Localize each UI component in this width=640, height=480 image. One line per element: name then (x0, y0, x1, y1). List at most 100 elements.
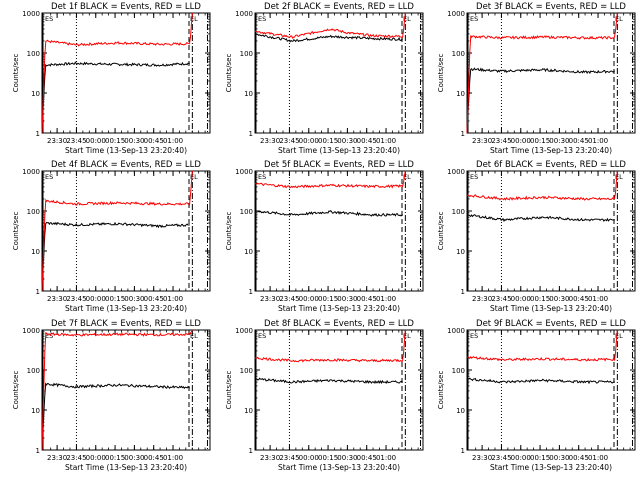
x-tick-label: 00:00 (299, 137, 319, 145)
y-axis-label: Counts/sec (437, 212, 445, 251)
x-tick-label: 00:45 (357, 295, 377, 303)
y-tick-label: 100 (452, 367, 465, 375)
events-series-line (254, 33, 403, 43)
marker-es: ES (258, 173, 266, 181)
y-tick-label: 1000 (235, 168, 253, 176)
marker-el: EL (403, 332, 411, 340)
x-tick-label: 00:45 (144, 454, 164, 462)
x-tick-label: 01:00 (376, 295, 396, 303)
x-tick-label: 00:00 (86, 295, 106, 303)
x-tick-label: 23:45 (66, 295, 86, 303)
x-tick-label: 00:30 (124, 454, 144, 462)
y-tick-label: 1 (461, 130, 465, 138)
y-tick-label: 10 (456, 407, 465, 415)
x-tick-label: 23:45 (491, 295, 511, 303)
lld-series-line (466, 12, 618, 134)
y-tick-label: 1000 (447, 327, 465, 335)
y-tick-label: 100 (240, 367, 253, 375)
x-tick-label: 23:30 (47, 137, 67, 145)
x-tick-label: 00:45 (144, 137, 164, 145)
y-tick-label: 10 (31, 248, 40, 256)
x-axis-label: Start Time (13-Sep-13 23:20:40) (65, 146, 187, 155)
x-tick-label: 00:30 (337, 454, 357, 462)
x-tick-label: 01:00 (376, 137, 396, 145)
y-tick-label: 10 (244, 407, 253, 415)
y-tick-label: 100 (27, 367, 40, 375)
x-tick-label: 00:45 (357, 454, 377, 462)
x-tick-label: 00:30 (124, 295, 144, 303)
marker-el: EL (615, 15, 623, 23)
y-axis-label: Counts/sec (225, 212, 233, 251)
x-tick-label: 00:00 (299, 454, 319, 462)
x-tick-label: 00:00 (86, 137, 106, 145)
marker-es: ES (258, 332, 266, 340)
lld-series-line (41, 170, 193, 292)
plot-frame (466, 170, 636, 292)
chart-title: Det 7f BLACK = Events, RED = LLD (51, 319, 201, 329)
x-tick-label: 00:00 (511, 454, 531, 462)
x-tick-label: 23:45 (66, 454, 86, 462)
x-tick-label: 01:00 (588, 295, 608, 303)
marker-el: EL (190, 173, 198, 181)
x-tick-label: 00:45 (569, 137, 589, 145)
x-tick-label: 23:45 (491, 454, 511, 462)
x-tick-label: 23:30 (47, 454, 67, 462)
y-axis-label: Counts/sec (225, 371, 233, 410)
x-tick-label: 23:30 (260, 137, 280, 145)
x-tick-label: 00:00 (511, 137, 531, 145)
y-tick-label: 1 (249, 288, 253, 296)
x-axis-label: Start Time (13-Sep-13 23:20:40) (490, 463, 612, 472)
x-tick-label: 01:00 (376, 454, 396, 462)
x-tick-label: 23:45 (279, 137, 299, 145)
x-tick-label: 00:15 (318, 454, 338, 462)
x-tick-label: 00:15 (318, 295, 338, 303)
x-tick-label: 00:45 (357, 137, 377, 145)
x-tick-label: 23:45 (66, 137, 86, 145)
x-tick-label: 00:00 (86, 454, 106, 462)
chart-title: Det 6f BLACK = Events, RED = LLD (476, 160, 626, 170)
marker-el: EL (190, 15, 198, 23)
plot-frame (254, 170, 424, 292)
marker-es: ES (45, 173, 53, 181)
x-tick-label: 01:00 (163, 295, 183, 303)
x-axis-label: Start Time (13-Sep-13 23:20:40) (278, 146, 400, 155)
y-axis-label: Counts/sec (437, 54, 445, 93)
x-tick-label: 00:15 (530, 454, 550, 462)
lld-series-line (466, 329, 618, 362)
chart-panel: Det 2f BLACK = Events, RED = LLD 1 10 100 10… (225, 2, 424, 155)
y-axis-label: Counts/sec (12, 371, 20, 410)
x-tick-label: 00:00 (299, 295, 319, 303)
y-tick-label: 1 (36, 288, 40, 296)
lld-series-line (466, 170, 618, 201)
chart-title: Det 5f BLACK = Events, RED = LLD (264, 160, 414, 170)
x-tick-label: 00:30 (549, 454, 569, 462)
x-tick-label: 00:30 (337, 137, 357, 145)
x-tick-label: 00:15 (530, 137, 550, 145)
y-tick-label: 10 (244, 248, 253, 256)
marker-el: EL (403, 173, 411, 181)
events-series-line (254, 377, 403, 385)
plot-frame (254, 12, 424, 134)
x-tick-label: 23:30 (260, 454, 280, 462)
y-axis-label: Counts/sec (12, 212, 20, 251)
y-tick-label: 1 (36, 447, 40, 455)
chart-title: Det 2f BLACK = Events, RED = LLD (264, 2, 414, 12)
y-axis-label: Counts/sec (225, 54, 233, 93)
chart-panel: Det 3f BLACK = Events, RED = LLD 1 10 100 10… (437, 2, 636, 155)
marker-es: ES (45, 332, 53, 340)
chart-panel: Det 7f BLACK = Events, RED = LLD 1 10 100 10… (12, 319, 211, 472)
events-series-line (466, 67, 615, 134)
x-tick-label: 00:15 (318, 137, 338, 145)
events-series-line (466, 214, 615, 223)
chart-panel: Det 6f BLACK = Events, RED = LLD 1 10 100 10… (437, 160, 636, 313)
x-tick-label: 23:45 (279, 295, 299, 303)
x-tick-label: 23:30 (47, 295, 67, 303)
y-tick-label: 100 (452, 208, 465, 216)
marker-es: ES (470, 173, 478, 181)
x-tick-label: 00:45 (144, 295, 164, 303)
marker-es: ES (470, 332, 478, 340)
x-tick-label: 23:45 (279, 454, 299, 462)
plot-frame (466, 12, 636, 134)
y-tick-label: 100 (452, 50, 465, 58)
